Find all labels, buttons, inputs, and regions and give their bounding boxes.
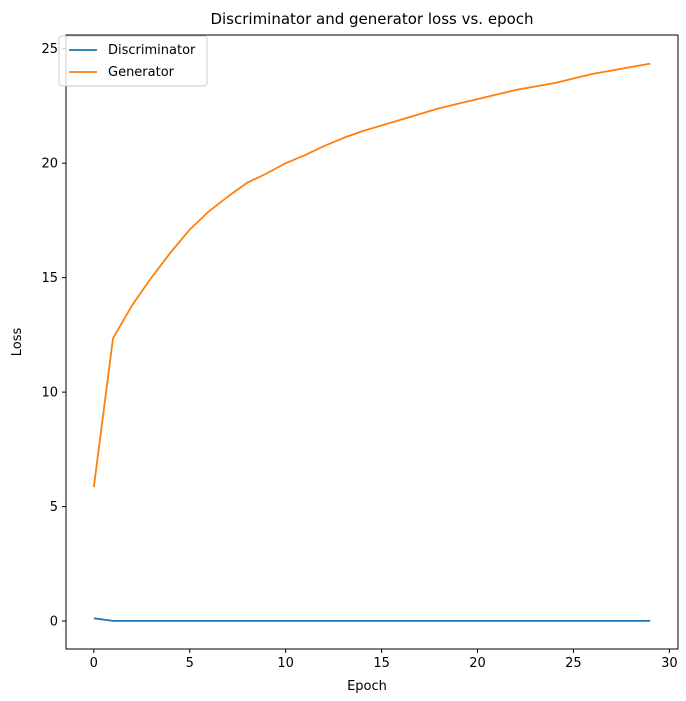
y-tick-label: 0: [50, 615, 58, 630]
y-tick-label: 15: [41, 271, 58, 286]
legend-label-generator: Generator: [108, 65, 175, 80]
y-axis-label: Loss: [10, 328, 25, 357]
y-tick-label: 25: [41, 42, 58, 57]
x-tick-label: 10: [277, 656, 294, 671]
y-tick-label: 5: [50, 500, 58, 515]
x-axis-label: Epoch: [347, 679, 387, 694]
x-tick-label: 0: [90, 656, 98, 671]
x-axis-ticks: 0 5 10 15 20 25 30: [90, 649, 678, 671]
x-tick-label: 20: [469, 656, 486, 671]
x-tick-label: 5: [186, 656, 194, 671]
x-tick-label: 25: [565, 656, 582, 671]
legend: Discriminator Generator: [58, 35, 208, 87]
legend-box: [58, 35, 208, 87]
x-tick-label: 15: [373, 656, 390, 671]
y-tick-label: 20: [41, 157, 58, 172]
series-line-generator: [92, 62, 651, 488]
plot-frame: [65, 34, 679, 650]
y-tick-label: 10: [41, 386, 58, 401]
legend-label-discriminator: Discriminator: [108, 43, 196, 58]
y-axis-ticks: 0 5 10 15 20 25: [41, 42, 66, 630]
series-line-discriminator: [93, 617, 651, 622]
x-tick-label: 30: [661, 656, 678, 671]
plot-background: [66, 35, 678, 649]
chart-title: Discriminator and generator loss vs. epo…: [210, 10, 533, 28]
series-layer: [92, 62, 651, 622]
